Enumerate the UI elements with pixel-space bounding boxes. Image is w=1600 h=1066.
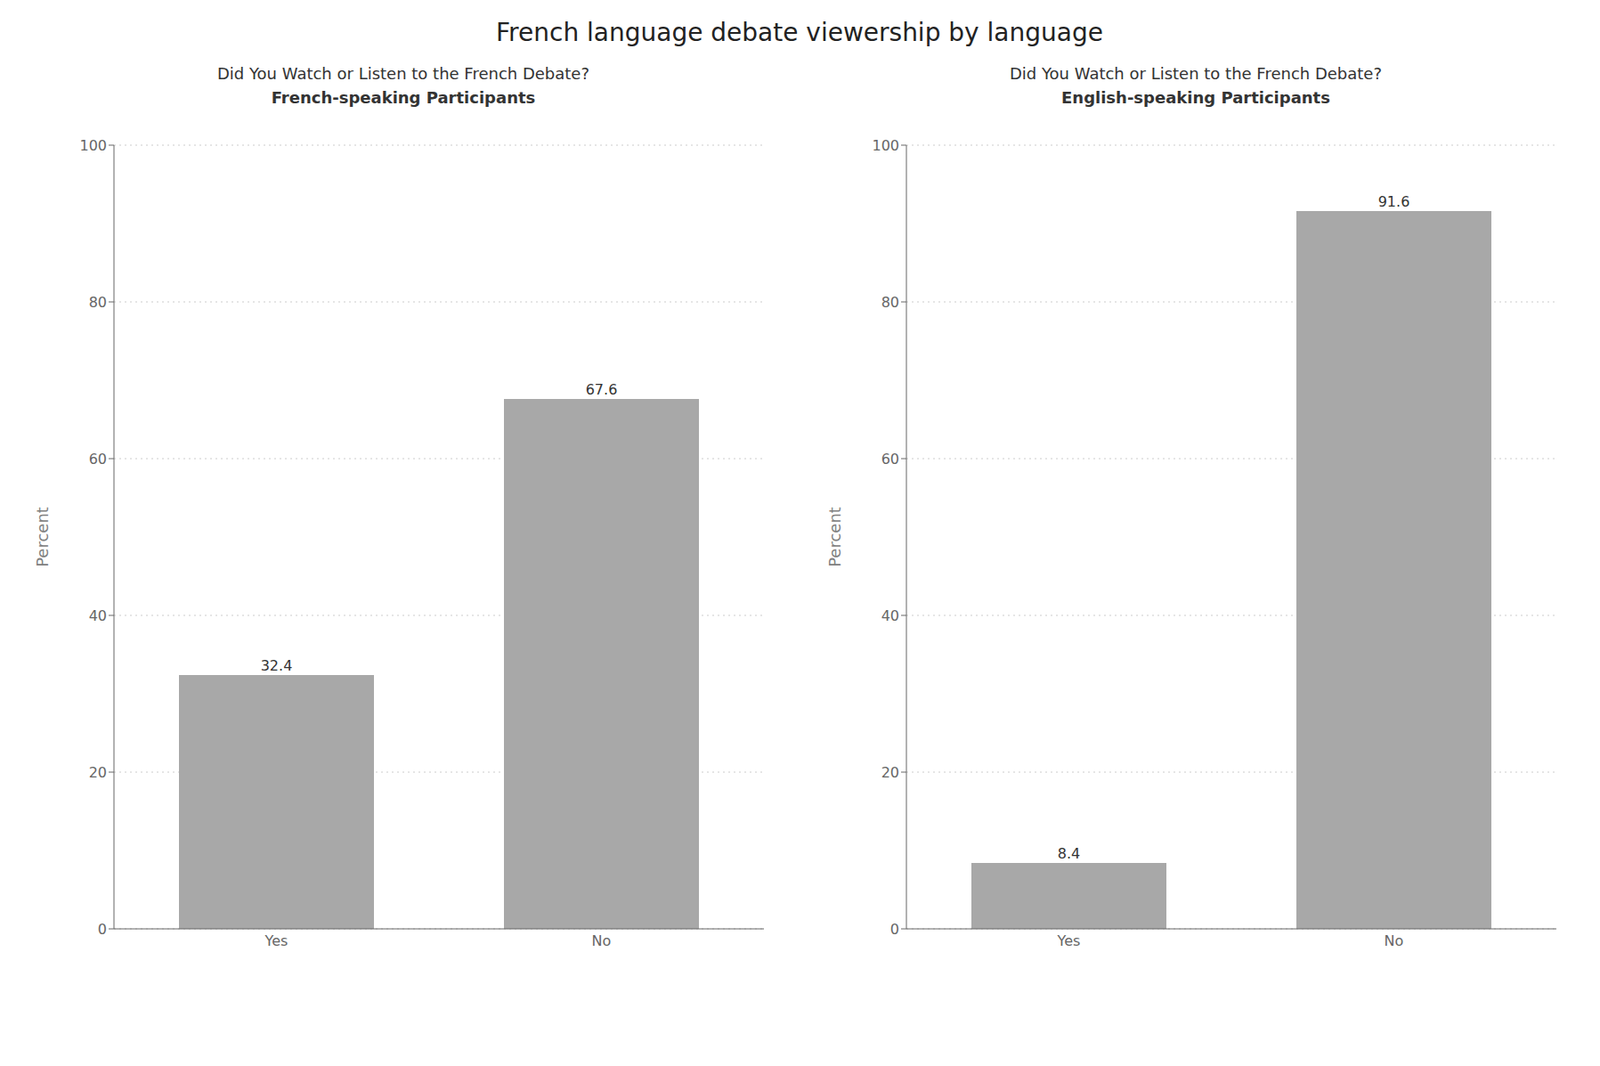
html-text:French language debate viewers: French language debate viewership by lan… [495, 17, 1104, 48]
svg-text:60: 60 [881, 450, 900, 468]
svg-text:20: 20 [89, 763, 107, 781]
svg-text:40: 40 [89, 607, 107, 625]
svg-text:100: 100 [871, 137, 900, 155]
svg-text:60: 60 [89, 450, 107, 468]
svg-text:No: No [1384, 932, 1405, 950]
svg-text:No: No [592, 932, 612, 950]
svg-text:Percent: Percent [825, 506, 845, 568]
svg-text:100: 100 [79, 137, 107, 155]
svg-text:Percent: Percent [32, 506, 52, 568]
html-text:English-speaking Participants: English-speaking Participants [1061, 88, 1331, 107]
svg-text:40: 40 [881, 607, 900, 625]
svg-text:91.6: 91.6 [1378, 193, 1411, 211]
svg-text:0: 0 [890, 920, 900, 938]
svg-text:20: 20 [881, 763, 900, 781]
html-text:French-speaking Participants: French-speaking Participants [271, 88, 536, 107]
svg-text:Yes: Yes [1056, 932, 1081, 950]
svg-text:0: 0 [97, 920, 107, 938]
html-text:Did You Watch or Listen to the: Did You Watch or Listen to the French De… [217, 64, 590, 83]
svg-text:80: 80 [89, 293, 107, 311]
svg-text:67.6: 67.6 [585, 381, 618, 398]
svg-text:8.4: 8.4 [1057, 844, 1081, 862]
html-text:Did You Watch or Listen to the: Did You Watch or Listen to the French De… [1009, 64, 1382, 83]
svg-text:80: 80 [881, 293, 900, 311]
svg-text:Yes: Yes [264, 932, 289, 950]
svg-text:32.4: 32.4 [260, 657, 293, 675]
